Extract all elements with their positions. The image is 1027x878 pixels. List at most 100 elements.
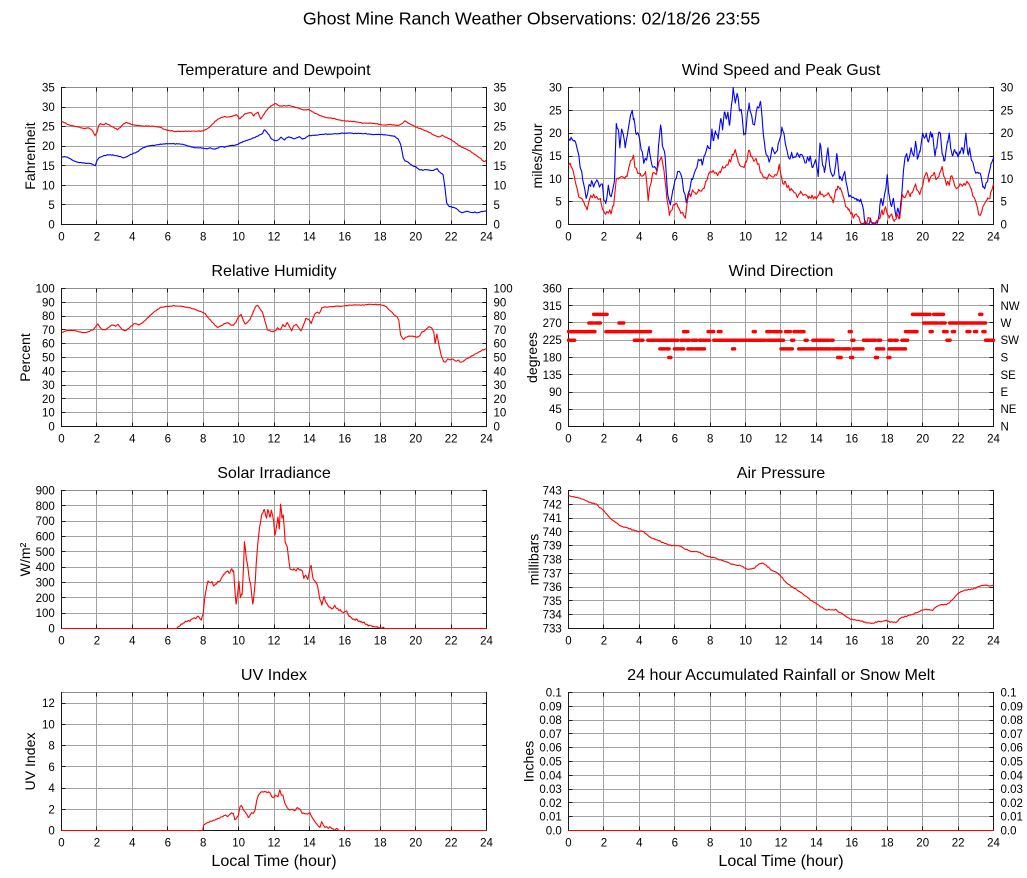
svg-text:0: 0: [1001, 220, 1007, 232]
svg-text:22: 22: [445, 635, 458, 647]
svg-text:270: 270: [543, 318, 562, 330]
svg-text:25: 25: [494, 122, 507, 134]
svg-text:70: 70: [42, 325, 55, 337]
svg-text:Local Time (hour): Local Time (hour): [211, 852, 336, 870]
svg-text:500: 500: [36, 547, 55, 559]
svg-text:30: 30: [1001, 83, 1014, 95]
svg-text:20: 20: [916, 837, 929, 849]
svg-text:22: 22: [445, 231, 458, 243]
svg-text:18: 18: [881, 433, 894, 445]
svg-text:2: 2: [94, 635, 100, 647]
svg-text:10: 10: [1001, 174, 1014, 186]
svg-text:0: 0: [494, 422, 500, 434]
svg-text:0.02: 0.02: [1001, 798, 1023, 810]
svg-text:6: 6: [672, 837, 678, 849]
svg-text:6: 6: [165, 837, 171, 849]
svg-text:22: 22: [445, 433, 458, 445]
svg-text:734: 734: [543, 610, 563, 622]
svg-text:30: 30: [494, 102, 507, 114]
svg-text:0: 0: [494, 220, 500, 232]
svg-text:25: 25: [549, 105, 562, 117]
svg-text:10: 10: [232, 837, 245, 849]
svg-text:742: 742: [543, 499, 562, 511]
svg-text:4: 4: [129, 837, 136, 849]
svg-text:10: 10: [739, 635, 752, 647]
svg-text:20: 20: [409, 635, 422, 647]
svg-text:200: 200: [36, 593, 55, 605]
svg-text:8: 8: [707, 433, 713, 445]
svg-text:2: 2: [601, 433, 607, 445]
svg-text:2: 2: [601, 635, 607, 647]
svg-text:4: 4: [636, 433, 643, 445]
svg-text:735: 735: [543, 596, 562, 608]
svg-text:millibars: millibars: [526, 534, 542, 586]
svg-text:22: 22: [445, 837, 458, 849]
svg-text:0.08: 0.08: [539, 715, 561, 727]
svg-text:100: 100: [36, 608, 55, 620]
svg-text:20: 20: [42, 394, 55, 406]
svg-text:0: 0: [565, 433, 571, 445]
svg-text:8: 8: [200, 635, 206, 647]
svg-text:40: 40: [42, 366, 55, 378]
svg-text:14: 14: [303, 433, 316, 445]
svg-text:6: 6: [165, 635, 171, 647]
svg-text:90: 90: [494, 297, 507, 309]
svg-text:10: 10: [232, 433, 245, 445]
svg-text:Temperature and Dewpoint: Temperature and Dewpoint: [177, 61, 371, 79]
svg-text:225: 225: [543, 335, 562, 347]
svg-text:0: 0: [48, 624, 54, 636]
svg-text:10: 10: [42, 719, 55, 731]
svg-text:24: 24: [987, 433, 1000, 445]
svg-text:Ghost Mine Ranch Weather Obser: Ghost Mine Ranch Weather Observations: 0…: [303, 9, 760, 29]
svg-text:10: 10: [232, 635, 245, 647]
svg-text:736: 736: [543, 582, 562, 594]
svg-text:360: 360: [543, 284, 562, 296]
svg-text:20: 20: [42, 141, 55, 153]
svg-text:80: 80: [42, 311, 55, 323]
svg-text:135: 135: [543, 370, 562, 382]
svg-text:900: 900: [36, 486, 55, 498]
svg-text:12: 12: [268, 635, 281, 647]
svg-text:12: 12: [775, 433, 788, 445]
svg-text:18: 18: [374, 635, 387, 647]
svg-text:0.07: 0.07: [539, 729, 561, 741]
svg-text:14: 14: [303, 635, 316, 647]
svg-text:16: 16: [845, 837, 858, 849]
svg-text:20: 20: [409, 837, 422, 849]
svg-text:6: 6: [672, 635, 678, 647]
svg-text:740: 740: [543, 527, 562, 539]
svg-text:0.0: 0.0: [1001, 826, 1017, 838]
svg-text:14: 14: [303, 837, 316, 849]
svg-text:Wind Speed and Peak Gust: Wind Speed and Peak Gust: [682, 61, 881, 79]
svg-text:degrees: degrees: [524, 332, 540, 383]
svg-text:800: 800: [36, 501, 55, 513]
svg-text:20: 20: [916, 231, 929, 243]
svg-text:0.06: 0.06: [1001, 743, 1023, 755]
svg-text:0: 0: [58, 231, 64, 243]
svg-text:5: 5: [1001, 197, 1007, 209]
svg-text:Wind Direction: Wind Direction: [729, 262, 834, 280]
svg-text:22: 22: [952, 837, 965, 849]
svg-text:Fahrenheit: Fahrenheit: [22, 122, 38, 189]
svg-text:0.09: 0.09: [1001, 701, 1023, 713]
svg-text:12: 12: [775, 635, 788, 647]
svg-text:24: 24: [480, 231, 493, 243]
svg-text:10: 10: [739, 837, 752, 849]
svg-text:0: 0: [48, 826, 54, 838]
svg-text:45: 45: [549, 404, 562, 416]
svg-text:741: 741: [543, 513, 562, 525]
svg-text:10: 10: [739, 433, 752, 445]
svg-text:35: 35: [494, 83, 507, 95]
svg-text:14: 14: [810, 837, 823, 849]
svg-text:Percent: Percent: [17, 333, 33, 382]
svg-text:16: 16: [338, 837, 351, 849]
svg-text:0.03: 0.03: [539, 784, 561, 796]
svg-text:Relative Humidity: Relative Humidity: [211, 262, 337, 280]
svg-text:14: 14: [810, 433, 823, 445]
svg-text:0: 0: [565, 837, 571, 849]
svg-text:0: 0: [58, 837, 64, 849]
svg-text:4: 4: [636, 837, 643, 849]
svg-text:22: 22: [952, 635, 965, 647]
svg-text:20: 20: [494, 141, 507, 153]
svg-text:8: 8: [200, 837, 206, 849]
